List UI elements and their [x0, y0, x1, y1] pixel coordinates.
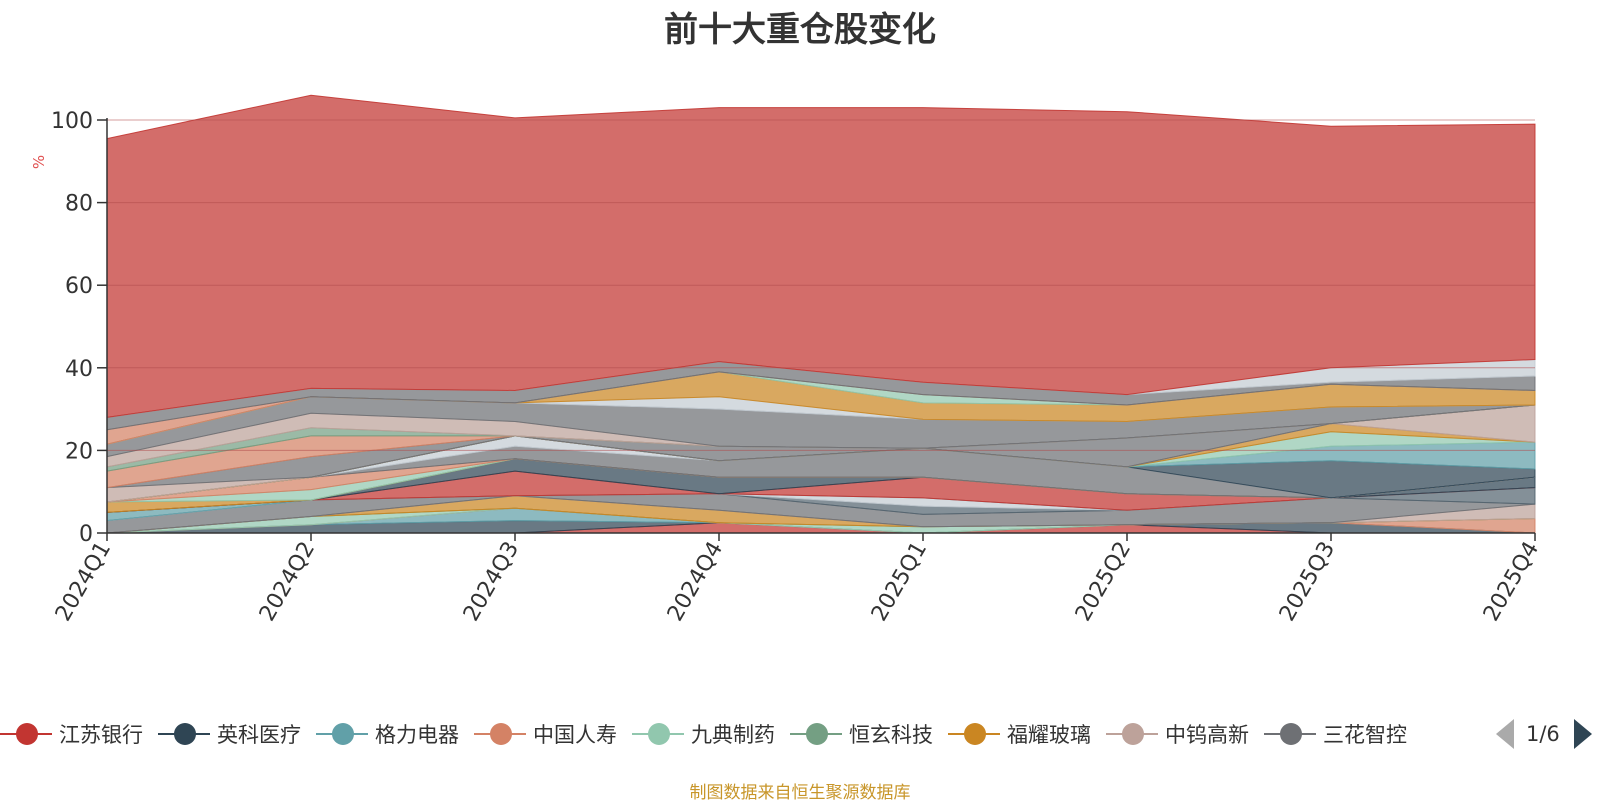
legend-item[interactable]: 江苏银行 — [0, 716, 143, 752]
legend-item[interactable]: 福耀玻璃 — [948, 716, 1091, 752]
legend-prev-arrow-icon[interactable] — [1496, 719, 1514, 749]
y-tick-label: 100 — [51, 109, 93, 134]
legend-marker-icon — [0, 723, 52, 745]
x-tick-label: 2025Q4 — [1479, 538, 1544, 626]
legend-label: 恒玄科技 — [849, 723, 933, 747]
legend-marker-icon — [790, 723, 842, 745]
legend-label: 格力电器 — [375, 723, 459, 747]
x-tick-label: 2024Q4 — [663, 538, 728, 626]
legend-item[interactable]: 恒玄科技 — [790, 716, 933, 752]
x-tick-label: 2025Q1 — [867, 538, 932, 626]
legend-label: 英科医疗 — [217, 723, 301, 747]
y-tick-label: 60 — [65, 274, 93, 299]
legend-marker-icon — [1106, 723, 1158, 745]
legend-label: 九典制药 — [691, 723, 775, 747]
y-axis-label: % — [30, 155, 48, 169]
y-tick-label: 20 — [65, 439, 93, 464]
legend-marker-icon — [316, 723, 368, 745]
legend-marker-icon — [158, 723, 210, 745]
legend-marker-icon — [474, 723, 526, 745]
chart-title: 前十大重仓股变化 — [664, 10, 936, 50]
legend-label: 三花智控 — [1323, 723, 1407, 747]
legend-label: 江苏银行 — [59, 723, 143, 747]
legend-label: 中国人寿 — [533, 723, 617, 747]
legend-label: 中钨高新 — [1165, 723, 1249, 747]
series-areas — [106, 94, 1536, 534]
series-area-35 — [106, 94, 1536, 418]
x-tick-label: 2024Q2 — [255, 538, 320, 626]
legend-next-arrow-icon[interactable] — [1573, 719, 1592, 749]
legend-page-indicator: 1/6 — [1526, 722, 1560, 746]
legend-item[interactable]: 九典制药 — [632, 716, 775, 752]
source-note: 制图数据来自恒生聚源数据库 — [689, 783, 911, 803]
x-tick-label: 2025Q2 — [1071, 538, 1136, 626]
legend-item[interactable]: 中钨高新 — [1106, 716, 1249, 752]
legend-marker-icon — [1264, 723, 1316, 745]
legend-label: 福耀玻璃 — [1007, 723, 1091, 747]
legend-marker-icon — [948, 723, 1000, 745]
y-tick-label: 40 — [65, 357, 93, 382]
x-tick-label: 2024Q3 — [459, 538, 524, 626]
legend: 江苏银行 英科医疗 格力电器 中国人寿 九典制药 恒玄科技 福耀玻璃 中钨高新 三花智控 — [0, 716, 1480, 752]
y-tick-label: 0 — [79, 522, 93, 547]
legend-item[interactable]: 三花智控 — [1264, 716, 1407, 752]
legend-item[interactable]: 中国人寿 — [474, 716, 617, 752]
legend-pager: 1/6 — [1496, 716, 1600, 752]
legend-item[interactable]: 格力电器 — [316, 716, 459, 752]
chart-canvas: 0 20 40 60 80 100 2024Q1 2024Q2 2024Q3 2024Q4 2025… — [30, 94, 1544, 626]
x-tick-label: 2025Q3 — [1275, 538, 1340, 626]
legend-item[interactable]: 英科医疗 — [158, 716, 301, 752]
x-tick-label: 2024Q1 — [51, 538, 116, 626]
y-tick-label: 80 — [65, 192, 93, 217]
legend-marker-icon — [632, 723, 684, 745]
